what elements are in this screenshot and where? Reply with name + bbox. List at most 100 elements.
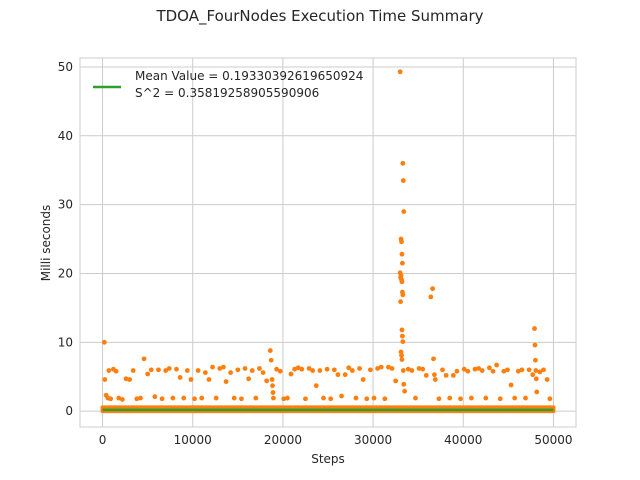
data-point — [246, 376, 252, 382]
data-point — [335, 372, 341, 378]
data-point — [375, 366, 380, 371]
data-point — [393, 378, 399, 384]
data-point — [423, 372, 429, 378]
data-point — [306, 366, 312, 371]
data-point — [400, 178, 406, 183]
data-point — [533, 368, 539, 373]
data-point — [353, 395, 359, 401]
data-point — [295, 365, 301, 371]
data-point — [292, 366, 298, 372]
data-point — [113, 368, 119, 374]
data-point — [202, 370, 208, 376]
data-point — [400, 339, 406, 345]
data-point — [400, 368, 406, 373]
data-point — [223, 379, 229, 384]
data-point — [268, 357, 274, 363]
data-point — [310, 368, 316, 373]
data-point — [346, 365, 352, 371]
y-tick-label: 0 — [65, 404, 73, 418]
data-point — [497, 396, 503, 402]
y-tick-label: 10 — [58, 335, 73, 349]
data-point — [152, 394, 158, 400]
data-point — [431, 356, 436, 362]
data-point — [145, 371, 151, 377]
data-point — [141, 356, 147, 362]
data-point — [328, 396, 334, 402]
data-point — [399, 327, 405, 333]
data-point — [253, 395, 259, 401]
data-point — [288, 371, 294, 377]
data-point — [195, 368, 201, 373]
data-point — [432, 377, 438, 382]
data-point — [454, 368, 460, 374]
data-point — [523, 395, 528, 401]
y-tick-label: 20 — [58, 266, 73, 280]
data-point — [505, 367, 510, 373]
legend-entry-variance: S^2 = 0.35819258905590906 — [135, 86, 319, 100]
data-point — [398, 273, 404, 278]
data-point — [269, 377, 275, 382]
data-point — [277, 368, 283, 374]
data-point — [533, 376, 539, 382]
data-point — [184, 368, 190, 373]
data-point — [401, 381, 407, 387]
data-point — [148, 367, 154, 373]
data-point — [339, 393, 344, 399]
data-point — [397, 69, 403, 75]
data-point — [324, 366, 330, 372]
data-point — [508, 382, 514, 388]
data-point — [465, 368, 471, 374]
data-point — [130, 368, 136, 373]
data-point — [127, 377, 132, 382]
x-tick-label: 0 — [99, 433, 107, 447]
data-point — [530, 372, 536, 378]
x-tick-label: 20000 — [264, 433, 302, 447]
data-point — [443, 372, 449, 378]
plot-area — [80, 58, 576, 427]
data-point — [108, 396, 114, 402]
data-point — [342, 372, 348, 378]
legend-entry-mean: Mean Value = 0.19330392619650924 — [135, 69, 363, 83]
data-point — [231, 395, 237, 401]
data-point — [281, 396, 287, 402]
data-point — [526, 367, 532, 373]
data-point — [349, 368, 355, 373]
data-point — [402, 388, 408, 394]
data-point — [267, 348, 273, 353]
data-point — [532, 342, 538, 348]
data-point — [116, 395, 122, 401]
data-point — [331, 367, 337, 373]
data-point — [378, 364, 384, 370]
data-point — [270, 390, 276, 395]
data-point — [206, 377, 212, 382]
data-point — [409, 368, 415, 373]
x-tick-label: 30000 — [354, 433, 392, 447]
data-point — [199, 395, 205, 401]
data-point — [163, 368, 169, 373]
data-point — [512, 395, 518, 401]
data-point — [192, 396, 197, 402]
data-point — [101, 339, 107, 345]
data-point — [371, 395, 377, 401]
data-point — [386, 364, 391, 370]
data-point — [270, 383, 275, 389]
data-point — [364, 396, 370, 402]
data-point — [519, 367, 525, 373]
data-point — [399, 357, 405, 362]
data-point — [399, 279, 405, 285]
data-point — [400, 333, 405, 339]
data-point — [257, 366, 262, 371]
plot-frame — [79, 57, 577, 428]
data-point — [541, 367, 546, 373]
grid-lines — [80, 58, 576, 427]
data-point — [134, 396, 140, 402]
data-point — [490, 368, 496, 374]
data-point — [501, 368, 507, 374]
data-point — [399, 353, 404, 358]
data-point — [106, 368, 112, 373]
y-tick-label: 50 — [58, 60, 73, 74]
data-point — [544, 377, 550, 382]
data-point — [436, 396, 442, 402]
